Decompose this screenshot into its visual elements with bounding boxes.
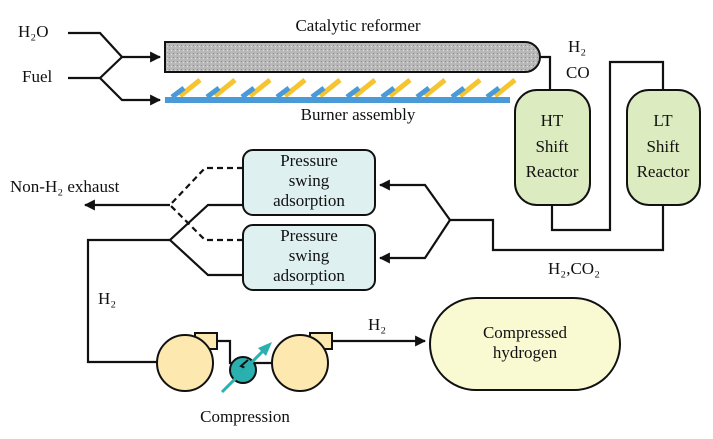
storage-tank bbox=[429, 297, 621, 391]
flame bbox=[458, 78, 482, 98]
burner-feed bbox=[99, 77, 162, 106]
reactor-label: HT bbox=[541, 111, 564, 130]
psa-label: Pressure bbox=[280, 226, 338, 245]
psa-label: adsorption bbox=[273, 266, 345, 285]
psa-unit bbox=[242, 224, 376, 291]
psa-feed bbox=[378, 219, 451, 264]
gas-label: CO bbox=[566, 63, 590, 82]
flame bbox=[485, 86, 501, 99]
exhaust-lines bbox=[169, 166, 243, 242]
ht-to-lt bbox=[550, 60, 665, 232]
flame bbox=[248, 78, 272, 98]
flame bbox=[310, 86, 326, 99]
psa-feed bbox=[378, 179, 451, 221]
h2-line bbox=[86, 238, 170, 364]
gas-label: H₂ bbox=[568, 37, 586, 56]
gas-label: H₂ bbox=[368, 315, 386, 334]
burner-flames bbox=[170, 78, 517, 99]
psa-label: swing bbox=[289, 171, 330, 190]
input-label: H₂O bbox=[18, 22, 48, 41]
exhaust-label: Non-H₂ exhaust bbox=[10, 177, 120, 196]
flame bbox=[170, 86, 186, 99]
psa-label: Pressure bbox=[280, 151, 338, 170]
reactor-label: Reactor bbox=[526, 162, 579, 181]
reactor-label: Shift bbox=[646, 137, 679, 156]
input-label: Fuel bbox=[22, 67, 53, 86]
gas-label: H₂ bbox=[98, 289, 116, 308]
flame bbox=[275, 86, 291, 99]
reformer-out bbox=[540, 55, 552, 90]
flame bbox=[380, 86, 396, 99]
input-lines bbox=[68, 31, 123, 80]
psa-label: swing bbox=[289, 246, 330, 265]
flame bbox=[493, 78, 517, 98]
reformer-label: Catalytic reformer bbox=[295, 16, 420, 35]
reactor-label: Reactor bbox=[637, 162, 690, 181]
burner bbox=[165, 97, 510, 103]
flame bbox=[178, 78, 202, 98]
reactor-label: Shift bbox=[535, 137, 568, 156]
flame bbox=[205, 86, 221, 99]
storage-label: Compressed bbox=[483, 323, 568, 342]
lt-out bbox=[450, 205, 665, 252]
coolant-arrow bbox=[220, 344, 270, 394]
gas-label: H₂,CO₂ bbox=[548, 259, 600, 278]
storage-label: hydrogen bbox=[493, 343, 558, 362]
flame bbox=[283, 78, 307, 98]
coolant-arrowhead bbox=[258, 342, 272, 356]
flame bbox=[450, 86, 466, 99]
flame bbox=[213, 78, 237, 98]
burner-label: Burner assembly bbox=[301, 105, 416, 124]
reformer bbox=[164, 41, 541, 73]
compression-label: Compression bbox=[200, 407, 290, 426]
reactor-label: LT bbox=[653, 111, 673, 130]
psa-label: adsorption bbox=[273, 191, 345, 210]
compressor bbox=[156, 334, 214, 392]
flame bbox=[423, 78, 447, 98]
flame bbox=[415, 86, 431, 99]
flame bbox=[318, 78, 342, 98]
flame bbox=[345, 86, 361, 99]
compressor bbox=[271, 334, 329, 392]
psa-unit bbox=[242, 149, 376, 216]
flame bbox=[388, 78, 412, 98]
flame bbox=[353, 78, 377, 98]
flame bbox=[240, 86, 256, 99]
